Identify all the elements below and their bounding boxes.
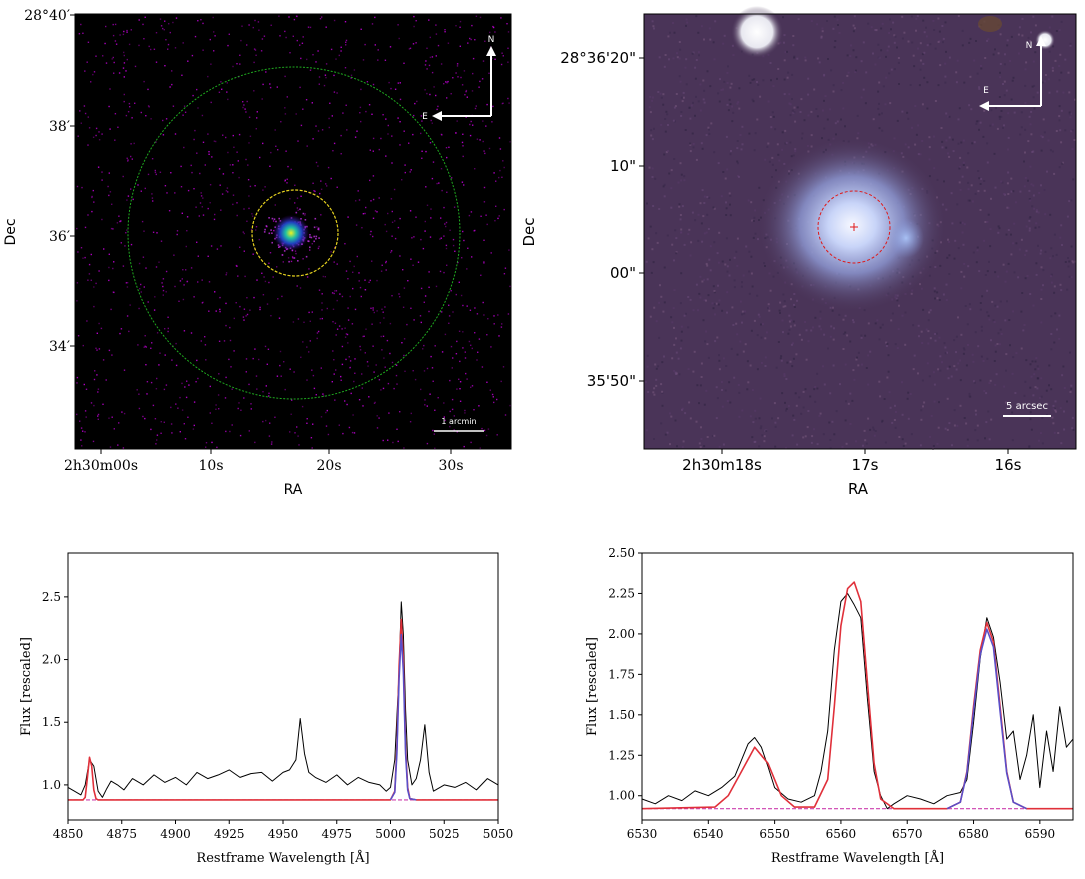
xray-frame	[74, 13, 512, 450]
xray-y-tick-label: 36′	[49, 229, 70, 245]
x-tick-label: 6560	[826, 827, 857, 841]
y-tick-label: 2.00	[608, 627, 635, 641]
xray-compass	[432, 46, 496, 121]
y-tick-label: 1.00	[608, 789, 635, 803]
xray-compass-east-label: E	[422, 112, 428, 122]
optical-x-tick-label: 2h30m18s	[682, 456, 762, 474]
optical-compass	[979, 36, 1046, 111]
y-axis-label: Flux [rescaled]	[585, 637, 600, 736]
xray-y-tick-label: 38′	[49, 119, 70, 135]
x-axis-label: Restframe Wavelength [Å]	[196, 850, 369, 866]
y-tick-label: 1.0	[42, 778, 61, 792]
optical-y-tick-label: 00"	[610, 264, 636, 282]
series-component-line	[946, 628, 1027, 810]
x-tick-label: 4925	[214, 827, 245, 841]
y-tick-label: 2.0	[42, 653, 61, 667]
optical-aperture-circle	[817, 190, 891, 264]
spectrum-halpha-panel: 6530 6540 6550 6560 6570 6580 6590 1.00 1.25 1.50…	[585, 546, 1074, 866]
xray-scalebar-label: 1 arcmin	[441, 417, 476, 426]
x-tick-label: 4975	[321, 827, 352, 841]
y-tick-label: 1.5	[42, 715, 61, 729]
optical-center-marker	[850, 223, 858, 231]
series-fit-line	[641, 581, 1073, 810]
xray-y-tick-label: 34′	[49, 339, 70, 355]
y-tick-label: 1.25	[608, 748, 635, 762]
series-component-line	[389, 633, 417, 801]
optical-y-tick-label: 10"	[610, 157, 636, 175]
faint-star	[1035, 30, 1055, 50]
optical-x-tick-label: 17s	[852, 456, 879, 474]
x-tick-label: 4900	[160, 827, 191, 841]
xray-compass-north-label: N	[488, 35, 495, 45]
optical-compass-east-label: E	[983, 86, 989, 96]
series-observed-line	[67, 601, 499, 798]
plot-frame	[641, 552, 1074, 821]
optical-y-tick-label: 35'50"	[587, 372, 636, 390]
x-tick-label: 5025	[429, 827, 460, 841]
optical-y-axis-label: Dec	[520, 217, 538, 246]
plot-area	[642, 553, 1073, 820]
plot-area	[68, 553, 498, 820]
xray-axis-ticks	[70, 14, 452, 454]
xray-background-annulus	[127, 66, 461, 400]
xray-source-aperture	[251, 189, 339, 277]
x-tick-label: 4875	[106, 827, 137, 841]
spectrum-oiii-panel: 4850 4875 4900 4925 4950 4975 5000 5025 5050 1.0 1…	[19, 552, 514, 866]
optical-panel: N E 5 arcsec 28°36'20" 10" 00" 35'50" 2h…	[520, 6, 1077, 498]
y-axis-label: Flux [rescaled]	[19, 637, 34, 736]
x-tick-label: 6550	[759, 827, 790, 841]
xray-panel: N E 1 arcmin 28°40′ 38′ 36′ 34′ 2h30m00s…	[3, 8, 512, 498]
x-tick-label: 6570	[892, 827, 923, 841]
xray-x-tick-label: 2h30m00s	[64, 458, 138, 474]
x-tick-label: 6580	[958, 827, 989, 841]
red-source	[978, 16, 1002, 32]
x-tick-label: 6590	[1025, 827, 1056, 841]
optical-x-axis-label: RA	[848, 480, 869, 498]
optical-frame	[643, 13, 1077, 450]
y-tick-label: 2.50	[608, 546, 635, 560]
bright-star	[731, 6, 783, 58]
x-tick-label: 4950	[268, 827, 299, 841]
optical-scalebar-label: 5 arcsec	[1006, 401, 1048, 412]
xray-source	[273, 215, 309, 251]
y-tick-label: 2.25	[608, 586, 635, 600]
xray-x-tick-label: 20s	[317, 458, 342, 474]
xray-y-tick-label: 28°40′	[24, 8, 70, 24]
optical-compass-north-label: N	[1026, 41, 1033, 51]
host-galaxy	[757, 137, 947, 313]
x-axis-label: Restframe Wavelength [Å]	[771, 850, 944, 866]
optical-x-tick-label: 16s	[995, 456, 1022, 474]
xray-x-tick-label: 10s	[199, 458, 224, 474]
y-tick-label: 1.75	[608, 667, 635, 681]
x-tick-label: 6540	[693, 827, 724, 841]
xray-x-axis-label: RA	[284, 482, 303, 498]
series-observed-line	[641, 593, 1074, 810]
xray-x-tick-label: 30s	[439, 458, 464, 474]
y-tick-label: 2.5	[42, 590, 61, 604]
y-tick-label: 1.50	[608, 708, 635, 722]
xray-photon-noise	[76, 15, 511, 450]
x-tick-label: 5050	[483, 827, 514, 841]
optical-y-tick-label: 28°36'20"	[560, 49, 636, 67]
xray-y-axis-label: Dec	[3, 218, 19, 245]
x-tick-label: 6530	[627, 827, 658, 841]
x-tick-label: 4850	[53, 827, 84, 841]
optical-axis-ticks	[639, 57, 1009, 454]
galaxy-knot	[888, 218, 924, 258]
x-tick-label: 5000	[375, 827, 406, 841]
